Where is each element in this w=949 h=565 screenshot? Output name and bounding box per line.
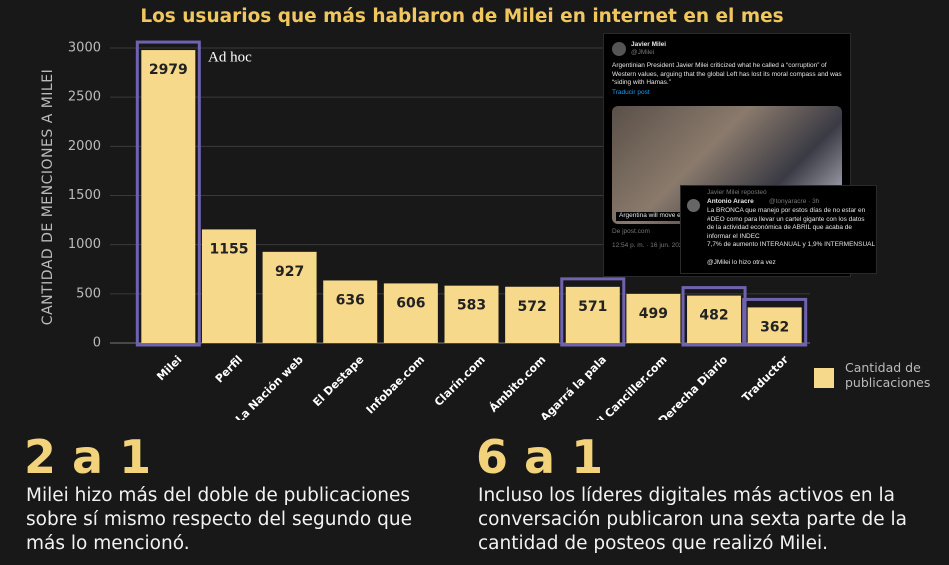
bar <box>141 50 196 343</box>
chart-title: Los usuarios que más hablaron de Milei e… <box>140 6 783 27</box>
x-tick-label: Traductor <box>740 353 792 405</box>
value-label: 499 <box>639 306 668 322</box>
value-label: 927 <box>275 264 304 280</box>
tweet-text: La BRONCA que manejo por estos días de n… <box>707 207 866 240</box>
x-tick-label: Ámbito.com <box>487 353 549 415</box>
y-tick-label: 1500 <box>68 188 101 203</box>
legend-label: Cantidad de publicaciones <box>845 360 931 390</box>
tweet-line: 7,7% de aumento INTERANUAL y 1,9% INTERM… <box>707 241 876 248</box>
value-label: 482 <box>699 308 728 324</box>
stat-value: 2 a 1 <box>24 430 152 484</box>
bar <box>201 229 256 343</box>
x-tick-label: Agarrá la pala <box>538 353 609 420</box>
legend-swatch <box>814 368 834 388</box>
tweet-card: Javier Milei reposteó Antonio Aracre @to… <box>680 185 877 274</box>
tweet-name: Javier Milei <box>631 41 667 48</box>
x-tick-label: El Destape <box>310 353 366 409</box>
bar <box>687 295 742 343</box>
y-tick-label: 3000 <box>68 41 101 56</box>
tweet-source: De jpost.com <box>612 228 650 235</box>
y-tick-label: 2000 <box>68 139 101 154</box>
chart: Los usuarios que más hablaron de Milei e… <box>40 6 810 420</box>
tweet-name: Antonio Aracre <box>707 198 754 205</box>
tweet-text: Argentinian President Javier Milei criti… <box>612 62 842 86</box>
stat-value: 6 a 1 <box>476 430 604 484</box>
bar <box>565 286 620 343</box>
y-axis-label: CANTIDAD DE MENCIONES A MILEI <box>40 69 56 325</box>
y-tick-label: 2500 <box>68 90 101 105</box>
stat-text: Incluso los líderes digitales más activo… <box>478 485 907 554</box>
logo: Ad hoc <box>208 49 252 65</box>
value-label: 571 <box>578 299 607 315</box>
highlight-outline <box>135 40 201 347</box>
value-label: 2979 <box>149 62 188 78</box>
tweet-translate: Traducir post <box>612 89 650 96</box>
value-label: 1155 <box>209 241 248 257</box>
value-label: 362 <box>760 319 789 335</box>
bar <box>262 251 317 343</box>
tweet-line: @JMilei lo hizo otra vez <box>707 259 776 266</box>
bar <box>323 280 378 343</box>
bar <box>747 307 802 343</box>
bar <box>626 293 681 343</box>
bar <box>383 283 438 343</box>
repost-label: Javier Milei reposteó <box>707 189 767 196</box>
y-tick-label: 1000 <box>68 237 101 252</box>
tweet-card: Javier Milei @JMilei Argentinian Preside… <box>603 33 851 277</box>
highlight-outline <box>742 297 808 347</box>
image-caption: Argentina will move emba <box>616 212 697 221</box>
x-tick-label: Milei <box>154 353 184 383</box>
x-tick-label: Infobae.com <box>364 353 427 416</box>
highlight-outline <box>560 277 626 347</box>
bar <box>444 285 499 343</box>
tweet-handle: @tonyaracre · 3h <box>769 198 820 205</box>
tweet-handle: @JMilei <box>631 49 655 56</box>
value-label: 583 <box>457 298 486 314</box>
value-label: 606 <box>396 295 425 311</box>
tweet-date: 12:54 p. m. · 16 jun. 2025 <box>612 242 687 249</box>
avatar <box>687 199 700 212</box>
value-label: 636 <box>336 292 365 308</box>
x-tick-label: Clarín.com <box>432 353 488 409</box>
value-label: 572 <box>518 299 547 315</box>
y-tick-label: 500 <box>76 286 101 301</box>
x-tick-label: Perfil <box>213 353 245 385</box>
y-tick-label: 0 <box>93 336 101 351</box>
avatar <box>612 42 626 56</box>
bar <box>505 286 560 343</box>
stat-text: Milei hizo más del doble de publicacione… <box>26 485 412 554</box>
